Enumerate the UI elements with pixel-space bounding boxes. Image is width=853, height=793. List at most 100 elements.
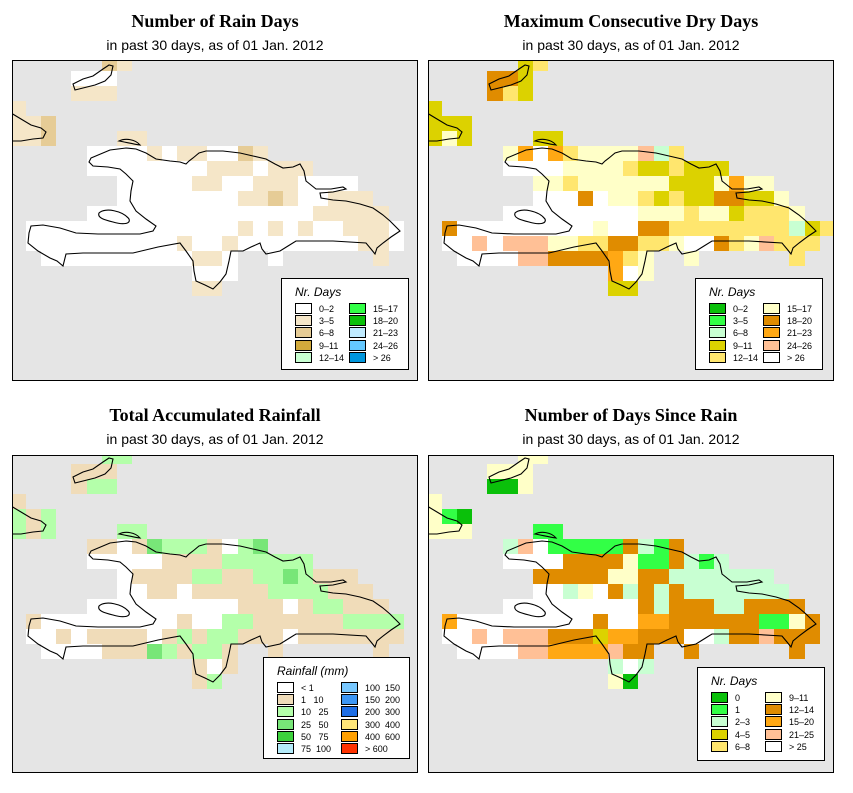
map-cell bbox=[177, 614, 193, 629]
map-cell bbox=[343, 599, 359, 614]
legend-label: 9–11 bbox=[733, 340, 753, 351]
map-cell bbox=[131, 176, 147, 191]
map-cell bbox=[729, 629, 745, 644]
map-cell bbox=[116, 221, 132, 236]
legend-label: 6–8 bbox=[319, 328, 335, 339]
map-cell bbox=[131, 554, 147, 569]
legend: Nr. Days 0–2 3–5 6–8 9–11 12–14 15–17 18–20 21–… bbox=[695, 278, 823, 370]
map-cell bbox=[343, 191, 359, 206]
legend-swatch bbox=[341, 706, 358, 718]
map-cell bbox=[638, 614, 654, 629]
legend-label: 9–11 bbox=[319, 340, 339, 351]
map-cell bbox=[623, 644, 639, 659]
map-cell bbox=[146, 146, 163, 161]
map-cell bbox=[86, 146, 102, 161]
map-cell bbox=[698, 221, 714, 236]
coastline-path bbox=[429, 506, 463, 535]
map-cell bbox=[131, 236, 147, 251]
map-cell bbox=[116, 569, 132, 584]
map-cell bbox=[744, 599, 760, 614]
map-cell bbox=[487, 236, 503, 251]
map-cell bbox=[683, 614, 699, 629]
map-cell bbox=[177, 191, 193, 206]
map-cell bbox=[313, 221, 329, 236]
map-cell bbox=[623, 599, 639, 614]
map-cell bbox=[101, 236, 117, 251]
map-cell bbox=[222, 539, 238, 554]
map-cell bbox=[358, 614, 374, 629]
map-cell bbox=[297, 554, 314, 569]
map-cell bbox=[532, 554, 548, 569]
map-cell bbox=[668, 221, 684, 236]
map-cell bbox=[207, 206, 223, 221]
map-cell bbox=[562, 554, 579, 569]
map-cell bbox=[192, 221, 208, 236]
map-cell bbox=[86, 644, 102, 659]
map-cell bbox=[532, 614, 548, 629]
map-cell bbox=[608, 614, 624, 629]
map-cell bbox=[222, 161, 238, 176]
map-cell bbox=[487, 464, 503, 479]
map-cell bbox=[713, 176, 730, 191]
map-cell bbox=[623, 659, 639, 674]
map-cell bbox=[252, 569, 268, 584]
map-cell bbox=[578, 614, 594, 629]
map-cell bbox=[388, 629, 404, 644]
map-cell bbox=[252, 599, 268, 614]
map-cell bbox=[86, 86, 102, 101]
map-cell bbox=[101, 479, 117, 494]
map-cell bbox=[358, 599, 374, 614]
map-cell bbox=[237, 629, 253, 644]
map-cell bbox=[131, 629, 147, 644]
legend-swatch bbox=[349, 351, 366, 363]
map-cell bbox=[358, 191, 374, 206]
map-cell bbox=[101, 614, 117, 629]
panel-title: Total Accumulated Rainfall bbox=[109, 405, 321, 425]
map-cell bbox=[252, 554, 268, 569]
legend-swatch bbox=[277, 706, 294, 718]
legend-label: < 1 bbox=[301, 683, 314, 693]
map-cell bbox=[547, 584, 563, 599]
map-cell bbox=[192, 614, 208, 629]
coastline-path bbox=[443, 147, 817, 290]
legend-swatch bbox=[277, 730, 294, 742]
legend-label: 0–2 bbox=[319, 304, 335, 314]
map-cell bbox=[457, 614, 473, 629]
map-cell bbox=[517, 221, 533, 236]
legend-swatch bbox=[295, 303, 312, 314]
map-cell bbox=[237, 161, 253, 176]
map-cell bbox=[623, 161, 639, 176]
map-cell bbox=[162, 236, 178, 251]
map-cell bbox=[207, 146, 223, 161]
legend-label: 0 bbox=[735, 693, 741, 703]
map-cell bbox=[282, 584, 298, 599]
map-cell bbox=[608, 266, 624, 281]
map-cell bbox=[297, 629, 314, 644]
map-cell bbox=[683, 221, 699, 236]
map-cell bbox=[744, 614, 760, 629]
map-cell bbox=[502, 221, 518, 236]
map-cell bbox=[668, 206, 684, 221]
map-cell bbox=[237, 236, 253, 251]
panel-title: Maximum Consecutive Dry Days bbox=[503, 11, 759, 31]
map-cell bbox=[547, 221, 563, 236]
legend-swatch bbox=[763, 327, 780, 339]
map-cell bbox=[162, 206, 178, 221]
map-cell bbox=[373, 221, 389, 236]
map-cell bbox=[358, 584, 374, 599]
map-cell bbox=[638, 266, 654, 281]
map-cell bbox=[789, 614, 805, 629]
map-cell bbox=[683, 251, 699, 266]
map-cell bbox=[237, 554, 253, 569]
map-cell bbox=[517, 236, 533, 251]
map-cell bbox=[313, 191, 329, 206]
map-cell bbox=[282, 614, 298, 629]
map-cell bbox=[116, 554, 132, 569]
map-cell bbox=[789, 221, 805, 236]
map-cell bbox=[131, 146, 147, 161]
map-cell bbox=[131, 221, 147, 236]
map-cell bbox=[162, 191, 178, 206]
map-cell bbox=[26, 614, 42, 629]
map-cell bbox=[252, 176, 268, 191]
map-cell bbox=[578, 539, 594, 554]
